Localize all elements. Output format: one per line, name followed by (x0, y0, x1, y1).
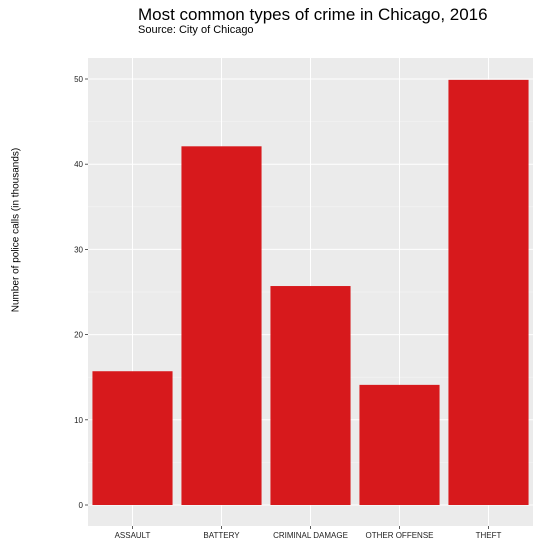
chart-title: Most common types of crime in Chicago, 2… (138, 5, 488, 24)
bar-criminal-damage (270, 286, 351, 505)
x-tick-label: ASSAULT (115, 531, 151, 540)
x-tick-label: CRIMINAL DAMAGE (273, 531, 348, 540)
y-tick-label: 20 (74, 331, 83, 340)
y-tick-label: 40 (74, 160, 83, 169)
x-tick-label: OTHER OFFENSE (365, 531, 433, 540)
chart-subtitle: Source: City of Chicago (138, 24, 254, 36)
bar-assault (92, 371, 173, 505)
bar-other-offense (359, 384, 440, 505)
bar-battery (181, 146, 262, 506)
bar-theft (448, 79, 529, 506)
y-tick-label: 30 (74, 245, 83, 254)
y-tick-label: 0 (79, 501, 84, 510)
x-tick-label: THEFT (476, 531, 502, 540)
x-tick-label: BATTERY (203, 531, 240, 540)
y-tick-label: 50 (74, 75, 83, 84)
y-tick-label: 10 (74, 416, 83, 425)
